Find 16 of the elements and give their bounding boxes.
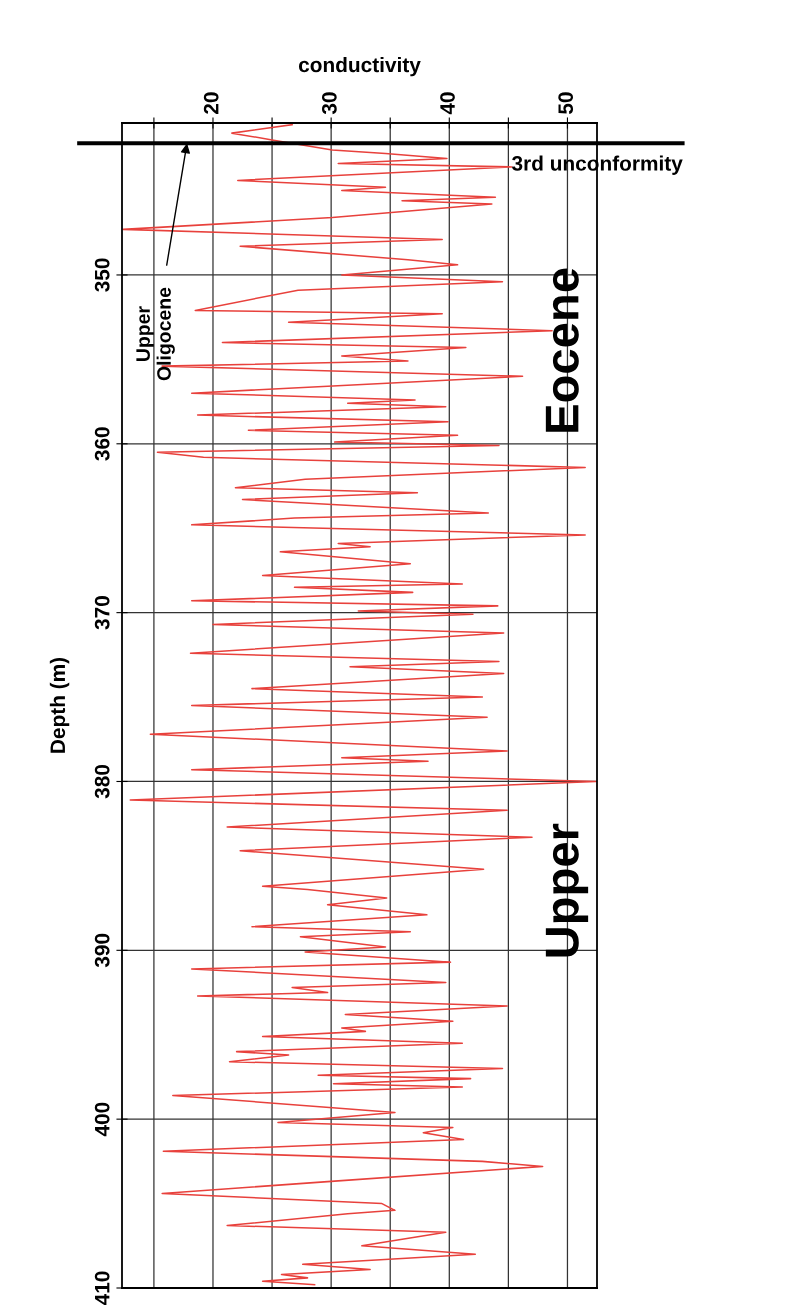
x-tick-label: 20 [203, 92, 219, 114]
annotation: Upper Oligocene [136, 287, 175, 381]
y-axis-title: Depth (m) [49, 657, 70, 753]
annotation: Eocene [545, 268, 579, 432]
x-tick-label: 50 [558, 92, 574, 115]
y-tick-label: 400 [94, 1102, 110, 1137]
x-axis-title: conductivity [298, 56, 421, 77]
x-tick-label: 30 [321, 92, 337, 115]
y-tick-label: 410 [94, 1271, 110, 1306]
y-tick-label: 360 [94, 427, 110, 461]
y-tick-label: 380 [94, 764, 110, 799]
y-tick-label: 370 [94, 596, 110, 630]
y-tick-label: 390 [94, 933, 110, 968]
x-tick-label: 40 [440, 92, 455, 115]
annotation: Upper [545, 823, 589, 957]
y-tick-label: 350 [94, 258, 110, 292]
